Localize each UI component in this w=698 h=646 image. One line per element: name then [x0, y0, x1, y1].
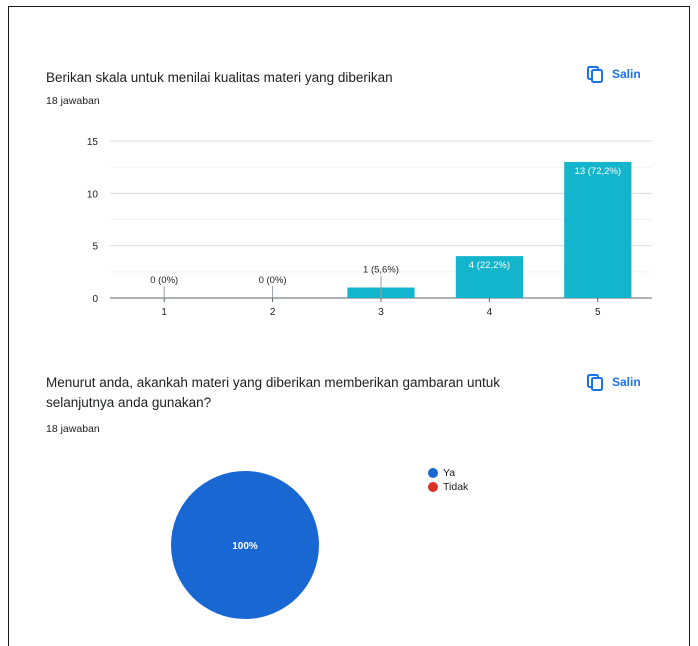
- question-2-response-count: 18 jawaban: [46, 423, 100, 435]
- bar: [455, 256, 524, 298]
- question-1-title: Berikan skala untuk menilai kualitas mat…: [46, 70, 393, 85]
- question-1-response-count: 18 jawaban: [46, 95, 100, 107]
- bar: [564, 161, 632, 298]
- question-2-title: Menurut anda, akankah materi yang diberi…: [46, 375, 501, 410]
- legend-dot-ya: [428, 468, 438, 478]
- y-tick-label: 15: [87, 137, 99, 148]
- legend-item-ya: Ya: [428, 466, 468, 480]
- data-label: 1 (5,6%): [363, 265, 399, 276]
- question-1-copy-label: Salin: [612, 67, 641, 81]
- screenshot-frame: [8, 6, 690, 646]
- x-tick-label: 3: [378, 307, 384, 318]
- x-tick-label: 4: [487, 307, 493, 318]
- pie-slice-label: 100%: [232, 541, 258, 552]
- copy-icon: [587, 66, 603, 83]
- legend-dot-tidak: [428, 482, 438, 492]
- question-2-copy-label: Salin: [612, 375, 641, 389]
- pie-legend: Ya Tidak: [428, 466, 468, 494]
- data-label: 4 (22,2%): [469, 260, 510, 271]
- question-1-copy-button[interactable]: Salin: [586, 65, 641, 83]
- copy-icon: [587, 374, 603, 391]
- x-tick-label: 1: [161, 307, 167, 318]
- data-label: 0 (0%): [150, 275, 178, 286]
- x-tick-label: 5: [595, 307, 601, 318]
- pie-chart: 100%: [171, 471, 319, 619]
- y-tick-label: 10: [87, 189, 99, 200]
- pie-slice: [171, 471, 319, 619]
- bar-chart: 0 5 10 15 1 0 (0%) 2 0 (0%) 3 1 (5,6%) 4 4 (22,2%) 5…: [87, 137, 652, 318]
- x-tick-label: 2: [270, 307, 276, 318]
- y-tick-label: 5: [92, 242, 98, 253]
- legend-label-tidak: Tidak: [443, 481, 469, 493]
- data-label: 13 (72,2%): [575, 166, 621, 177]
- legend-label-ya: Ya: [443, 467, 456, 479]
- legend-item-tidak: Tidak: [428, 480, 468, 494]
- y-tick-label: 0: [92, 294, 98, 305]
- question-2-copy-button[interactable]: Salin: [586, 373, 641, 391]
- data-label: 0 (0%): [259, 275, 287, 286]
